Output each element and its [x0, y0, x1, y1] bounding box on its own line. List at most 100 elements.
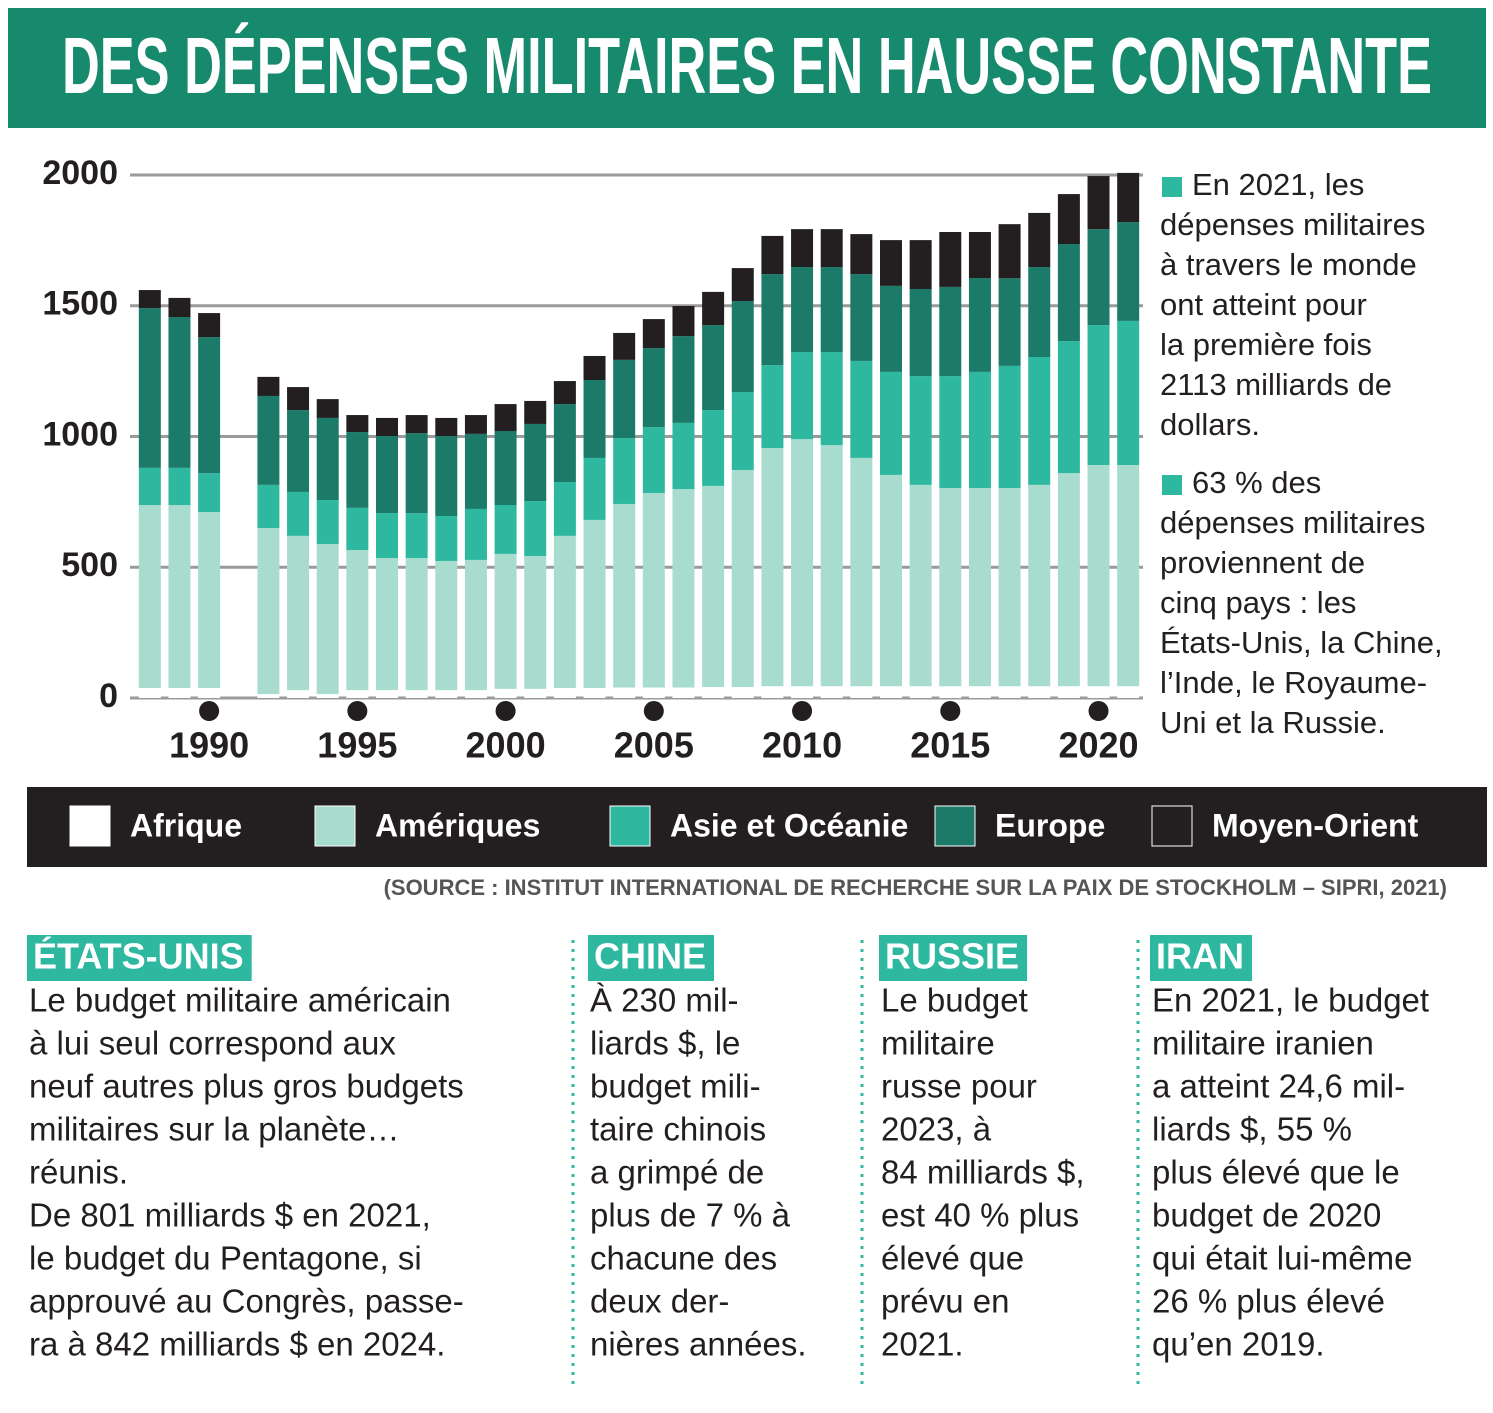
bar-segment: [998, 686, 1021, 698]
bar-segment: [613, 359, 636, 439]
bar-segment: [968, 371, 991, 489]
box-line: militaires sur la planète…: [29, 1111, 399, 1148]
bar-segment: [672, 422, 695, 490]
bar-segment: [702, 410, 725, 486]
bar-segment: [850, 234, 873, 275]
bar-segment: [583, 355, 606, 381]
bar-segment: [1087, 176, 1110, 230]
bar-segment: [613, 503, 636, 688]
bar-segment: [1117, 172, 1140, 223]
bar-segment: [761, 448, 784, 687]
box-line: deux der-: [590, 1283, 729, 1320]
heading-bg: [879, 935, 1028, 981]
bar-segment: [405, 433, 428, 514]
box-line: Le budget: [881, 982, 1028, 1019]
bar-segment: [583, 688, 606, 698]
bar-segment: [553, 381, 576, 405]
x-tick-label: 2015: [910, 725, 990, 766]
bar-segment: [376, 435, 398, 514]
bar-segment: [257, 395, 280, 485]
bar-segment: [138, 688, 161, 698]
bar-segment: [435, 560, 458, 691]
bar-segment: [702, 687, 725, 698]
bar-segment: [761, 235, 784, 275]
bar-segment: [672, 489, 695, 688]
bar-segment: [1057, 244, 1080, 342]
bar-segment: [198, 337, 221, 474]
bar-segment: [968, 278, 991, 372]
bar-segment: [464, 508, 487, 560]
bar-segment: [376, 558, 398, 691]
box-line: À 230 mil-: [590, 982, 739, 1019]
bar-segment: [1057, 473, 1080, 687]
legend-label: Europe: [995, 807, 1105, 843]
bar-segment: [405, 513, 428, 559]
bar-segment: [346, 549, 369, 691]
heading-bg: [588, 935, 715, 981]
box-heading: RUSSIE: [885, 936, 1019, 977]
bar-segment: [346, 432, 369, 508]
bar-segment: [761, 365, 784, 449]
x-tick-label: 1990: [169, 725, 249, 766]
legend-swatch: [314, 805, 356, 847]
bar-segment: [642, 687, 665, 698]
box-line: liards $, 55 %: [1152, 1111, 1352, 1148]
box-line: à lui seul correspond aux: [29, 1025, 396, 1062]
bar-segment: [791, 229, 814, 268]
bar-segment: [346, 507, 369, 550]
box-line: budget de 2020: [1152, 1197, 1381, 1234]
box-line: a atteint 24,6 mil-: [1152, 1068, 1405, 1105]
bar-segment: [346, 690, 369, 698]
box-line: le budget du Pentagone, si: [29, 1240, 422, 1277]
bar-segment: [909, 240, 932, 290]
note-line: ont atteint pour: [1160, 287, 1367, 322]
bar-segment: [761, 274, 784, 366]
legend-swatch: [609, 805, 651, 847]
note-line: Uni et la Russie.: [1160, 705, 1386, 740]
box-line: approuvé au Congrès, passe-: [29, 1283, 464, 1320]
bar-segment: [376, 690, 398, 698]
heading-bg: [27, 935, 252, 981]
bar-segment: [968, 686, 991, 698]
bar-segment: [494, 688, 517, 698]
bar-segment: [316, 694, 339, 698]
bar-segment: [494, 431, 517, 506]
bar-segment: [880, 240, 902, 286]
bar-segment: [553, 404, 576, 483]
box-line: 84 milliards $,: [881, 1154, 1085, 1191]
box-line: Le budget militaire américain: [29, 982, 451, 1019]
bar-segment: [820, 686, 843, 698]
bar-segment: [1028, 686, 1051, 698]
legend-swatch: [1151, 805, 1193, 847]
note-line: cinq pays : les: [1160, 585, 1356, 620]
bar-segment: [791, 267, 814, 353]
box-line: 2021.: [881, 1326, 964, 1363]
note-line: l’Inde, le Royaume-: [1160, 665, 1427, 700]
bar-segment: [791, 352, 814, 440]
legend-label: Afrique: [130, 807, 242, 843]
y-tick-label: 500: [61, 546, 118, 584]
bar-segment: [405, 415, 428, 434]
bar-segment: [138, 308, 161, 468]
bar-segment: [553, 482, 576, 536]
bar-segment: [939, 488, 962, 687]
box-line: 26 % plus élevé: [1152, 1283, 1385, 1320]
heading-bg: [1150, 935, 1252, 981]
bar-segment: [405, 558, 428, 691]
bar-segment: [464, 690, 487, 698]
y-tick-label: 0: [99, 677, 118, 715]
bar-segment: [909, 484, 932, 687]
bar-segment: [168, 505, 191, 689]
box-line: russe pour: [881, 1068, 1037, 1105]
bar-segment: [731, 392, 754, 470]
bar-segment: [376, 513, 398, 559]
box-line: liards $, le: [590, 1025, 740, 1062]
x-tick-label: 2005: [614, 725, 694, 766]
bar-segment: [968, 232, 991, 279]
bar-segment: [1117, 222, 1140, 321]
bar-segment: [672, 336, 695, 423]
bar-segment: [287, 410, 310, 492]
bar-segment: [287, 535, 310, 691]
bar-segment: [257, 376, 280, 396]
